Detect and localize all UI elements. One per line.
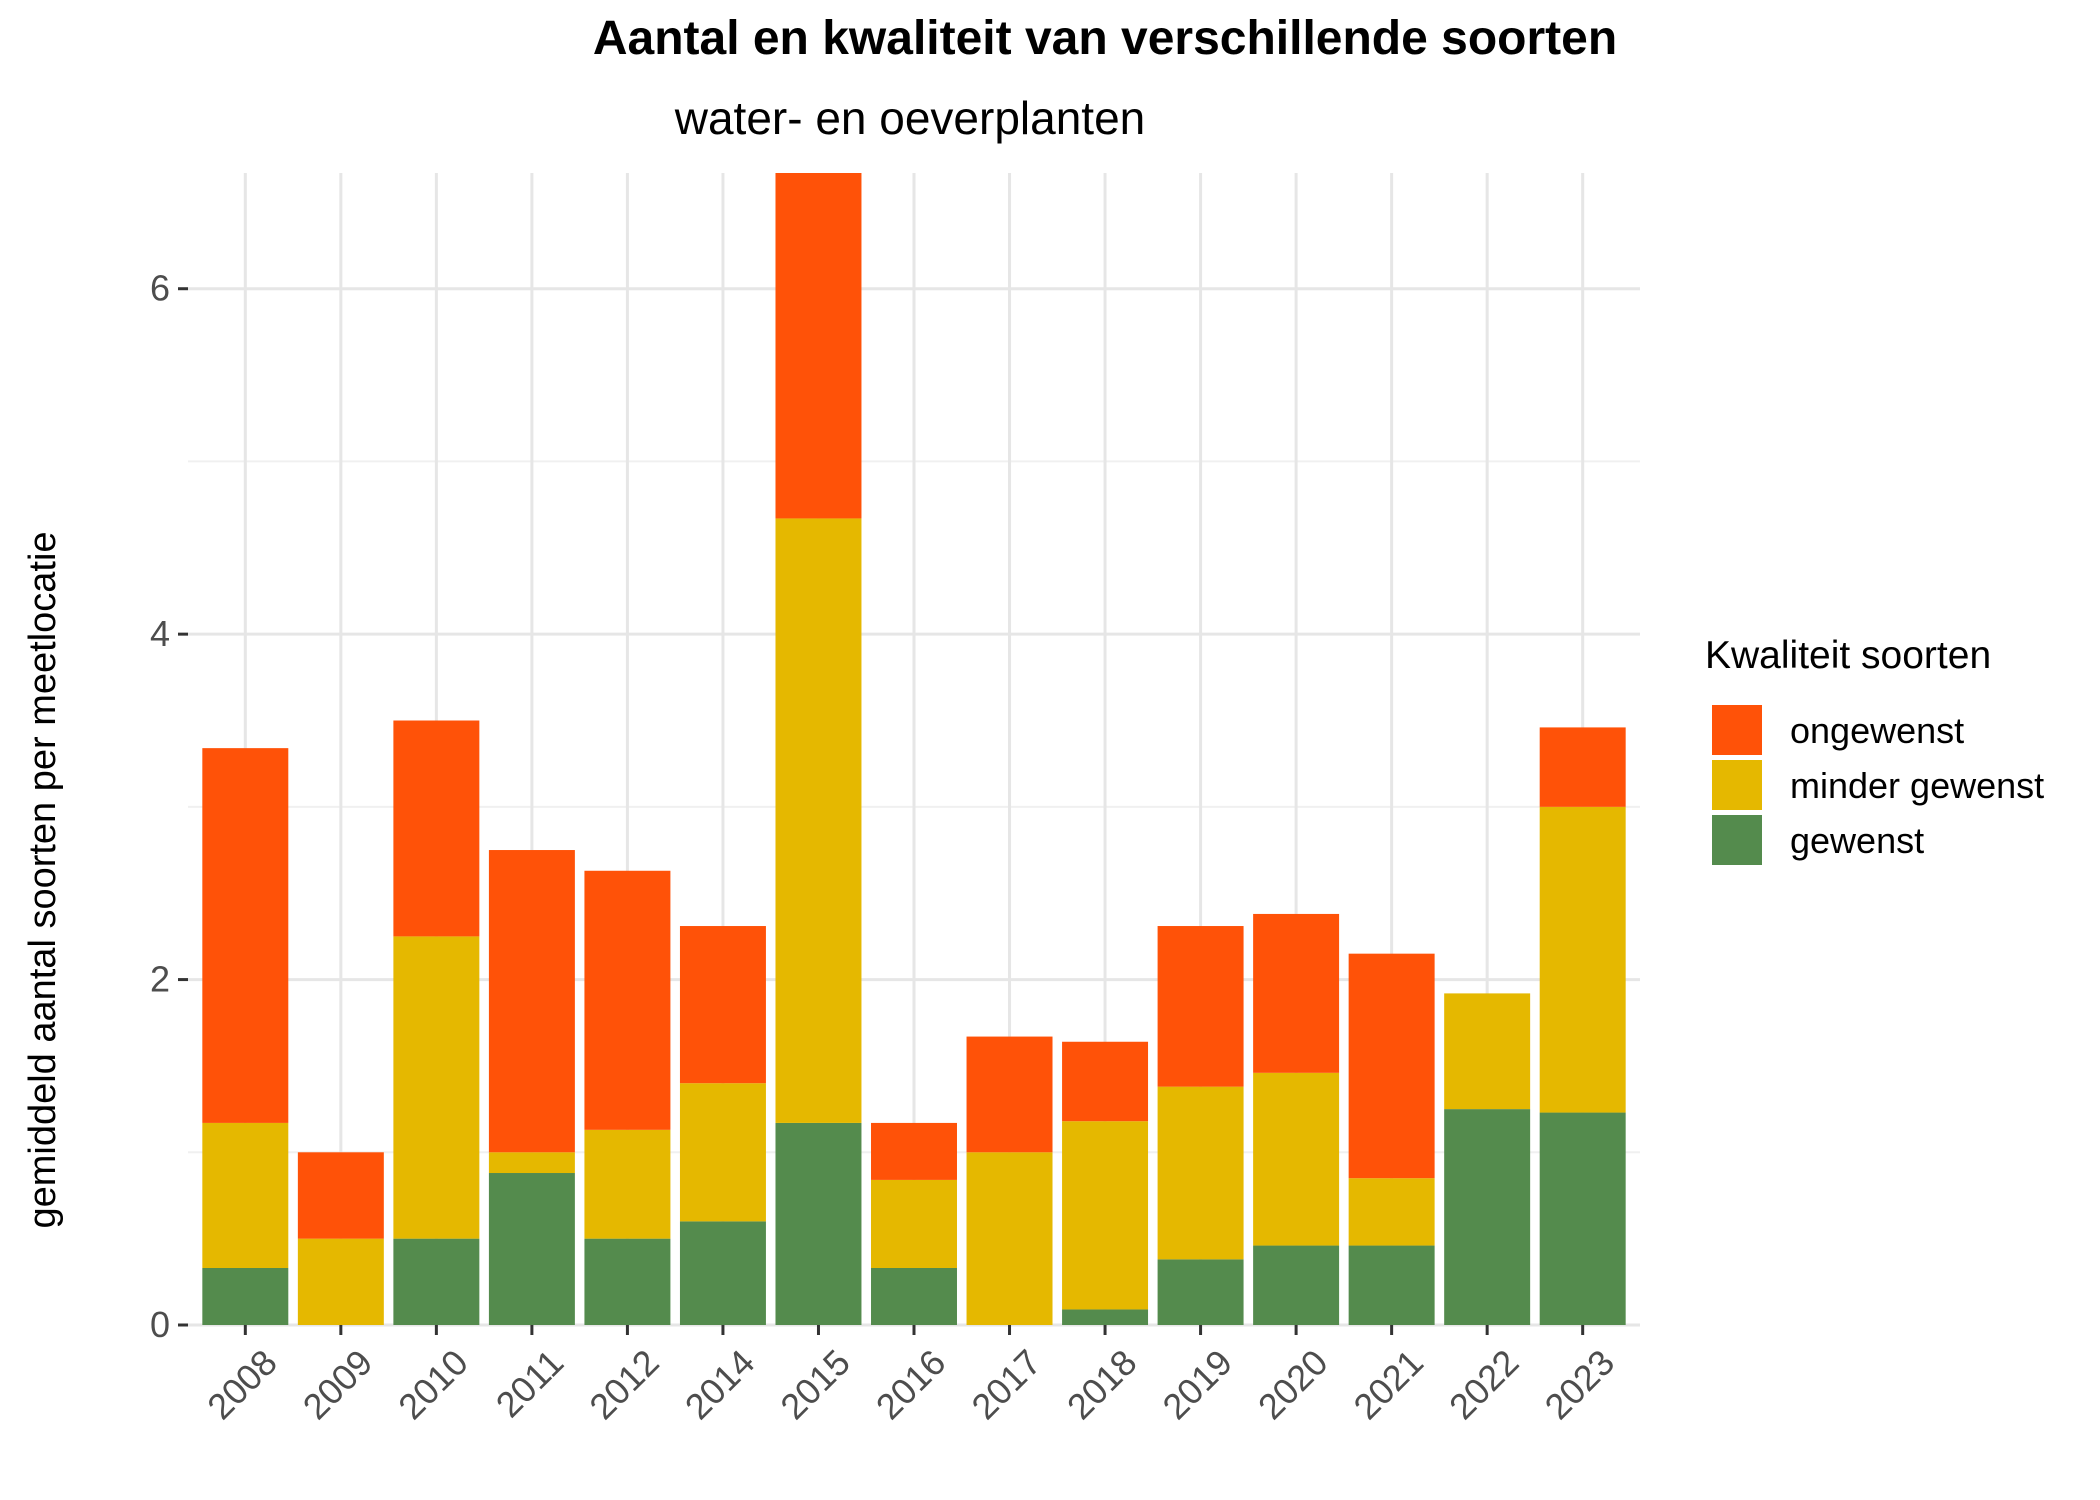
bar-2019-ongewenst xyxy=(1157,926,1244,1087)
bar-2008-minder-gewenst xyxy=(202,1122,289,1269)
bar-2014-minder-gewenst xyxy=(679,1083,766,1222)
x-tick-label: 2014 xyxy=(677,1341,763,1427)
bar-2019-minder-gewenst xyxy=(1157,1086,1244,1260)
bar-2021-gewenst xyxy=(1348,1245,1435,1325)
legend-label-minder-gewenst: minder gewenst xyxy=(1790,765,2044,806)
x-tick-label: 2018 xyxy=(1059,1341,1145,1427)
x-tick-label: 2022 xyxy=(1441,1341,1527,1427)
chart-title: Aantal en kwaliteit van verschillende so… xyxy=(593,12,1617,65)
bar-2009-minder-gewenst xyxy=(297,1238,384,1325)
bar-2011-gewenst xyxy=(488,1173,575,1325)
bars xyxy=(202,173,1626,1325)
bar-2018-minder-gewenst xyxy=(1062,1121,1149,1310)
bar-2012-gewenst xyxy=(584,1238,671,1325)
bar-2015-minder-gewenst xyxy=(775,518,862,1123)
x-tick-label: 2015 xyxy=(772,1341,858,1427)
bar-2010-minder-gewenst xyxy=(393,936,480,1239)
bar-2009-ongewenst xyxy=(297,1152,384,1239)
bar-2008-ongewenst xyxy=(202,748,289,1123)
bar-2020-ongewenst xyxy=(1253,913,1340,1073)
legend-label-ongewenst: ongewenst xyxy=(1790,710,1964,751)
bar-2016-minder-gewenst xyxy=(871,1179,957,1269)
bar-2023-ongewenst xyxy=(1539,727,1626,807)
y-tick-label: 6 xyxy=(150,268,170,309)
x-tick-label: 2023 xyxy=(1537,1341,1623,1427)
bar-2012-minder-gewenst xyxy=(584,1129,671,1239)
x-tick-label: 2019 xyxy=(1154,1341,1240,1427)
x-tick-label: 2017 xyxy=(963,1341,1049,1427)
bar-2020-gewenst xyxy=(1253,1245,1340,1325)
legend: Kwaliteit soorten ongewenst minder gewens… xyxy=(1705,634,2044,865)
bar-2016-gewenst xyxy=(871,1268,957,1325)
legend-key-minder-gewenst xyxy=(1712,760,1762,810)
bar-2011-minder-gewenst xyxy=(488,1152,575,1174)
bar-2011-ongewenst xyxy=(488,850,575,1153)
x-tick-label: 2020 xyxy=(1250,1341,1336,1427)
bar-2022-gewenst xyxy=(1444,1109,1531,1325)
bar-2023-gewenst xyxy=(1539,1112,1626,1325)
bar-2008-gewenst xyxy=(202,1268,289,1325)
x-tick-label: 2009 xyxy=(295,1341,381,1427)
y-tick-label: 4 xyxy=(150,613,170,654)
bar-2021-minder-gewenst xyxy=(1348,1178,1435,1246)
legend-title: Kwaliteit soorten xyxy=(1705,634,1991,677)
bar-2017-ongewenst xyxy=(966,1036,1053,1153)
x-tick-label: 2012 xyxy=(581,1341,667,1427)
bar-2019-gewenst xyxy=(1157,1259,1244,1325)
bar-2020-minder-gewenst xyxy=(1253,1072,1340,1246)
bar-2012-ongewenst xyxy=(584,870,671,1130)
y-axis-title: gemiddeld aantal soorten per meetlocatie xyxy=(22,531,64,1228)
legend-label-gewenst: gewenst xyxy=(1790,820,1924,861)
x-tick-label: 2008 xyxy=(199,1341,285,1427)
legend-key-ongewenst xyxy=(1712,705,1762,755)
bar-2022-minder-gewenst xyxy=(1444,993,1531,1110)
bar-2010-gewenst xyxy=(393,1238,480,1325)
x-tick-label: 2016 xyxy=(868,1341,954,1427)
bar-2016-ongewenst xyxy=(871,1122,957,1180)
x-tick-label: 2010 xyxy=(390,1341,476,1427)
bar-2018-gewenst xyxy=(1062,1309,1149,1325)
chart-subtitle: water- en oeverplanten xyxy=(674,92,1146,144)
bar-2014-gewenst xyxy=(679,1221,766,1325)
bar-2021-ongewenst xyxy=(1348,953,1435,1179)
legend-key-gewenst xyxy=(1712,815,1762,865)
bar-2015-gewenst xyxy=(775,1122,862,1325)
x-tick-label: 2011 xyxy=(488,1341,572,1425)
bar-2017-minder-gewenst xyxy=(966,1152,1053,1325)
bar-2010-ongewenst xyxy=(393,720,480,937)
bar-2023-minder-gewenst xyxy=(1539,806,1626,1113)
bar-2015-ongewenst xyxy=(775,173,862,519)
bar-2018-ongewenst xyxy=(1062,1041,1149,1122)
bar-2014-ongewenst xyxy=(679,926,766,1084)
y-tick-label: 0 xyxy=(150,1304,170,1345)
y-tick-label: 2 xyxy=(150,959,170,1000)
x-tick-label: 2021 xyxy=(1345,1341,1431,1427)
